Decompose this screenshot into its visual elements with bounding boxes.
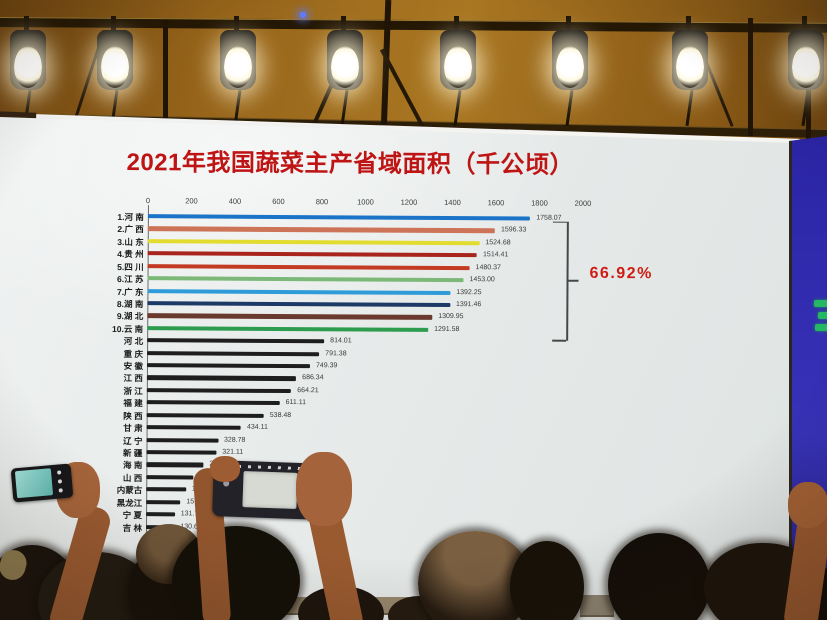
light-glow: [676, 46, 704, 88]
light-hanger: [24, 16, 29, 30]
audience-head: [608, 533, 710, 620]
light-hanger: [802, 16, 807, 30]
green-glyph-fragment: [818, 312, 827, 319]
light-hanger: [234, 16, 239, 30]
truss-pole: [748, 18, 753, 136]
light-glow: [444, 46, 472, 88]
hand: [788, 482, 827, 528]
light-glow: [224, 46, 252, 88]
hand-holding-phone: [296, 452, 352, 526]
audience-phone: [10, 463, 74, 503]
light-glow: [101, 46, 129, 88]
blue-indicator-light: [300, 12, 306, 18]
audience-head: [510, 541, 584, 620]
green-glyph-fragment: [815, 324, 827, 331]
phone-screen: [14, 468, 54, 499]
audience-head: [172, 526, 300, 620]
light-hanger: [341, 16, 346, 30]
light-hanger: [454, 16, 459, 30]
fingers-over-phone: [210, 456, 240, 482]
light-glow: [14, 46, 42, 88]
truss-pole: [163, 20, 168, 122]
light-hanger: [686, 16, 691, 30]
light-glow: [792, 46, 820, 88]
light-hanger: [566, 16, 571, 30]
light-glow: [556, 46, 584, 88]
green-glyph-fragment: [814, 300, 827, 307]
light-hanger: [111, 16, 116, 30]
light-glow: [331, 46, 359, 88]
phone-screen: [242, 471, 298, 509]
